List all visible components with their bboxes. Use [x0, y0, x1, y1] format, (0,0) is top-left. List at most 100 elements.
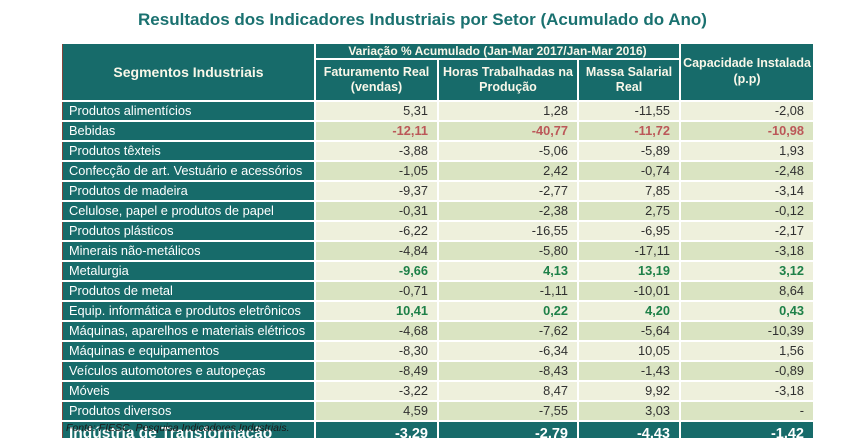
value-cell: 9,92 [579, 382, 679, 400]
segment-label: Veículos automotores e autopeças [62, 362, 314, 380]
table-header: Segmentos Industriais Variação % Acumula… [62, 44, 813, 100]
value-cell: 10,05 [579, 342, 679, 360]
value-cell: -3,22 [316, 382, 437, 400]
table-body: Produtos alimentícios 5,31 1,28 -11,55 -2,08… [62, 102, 813, 420]
value-cell: -7,62 [439, 322, 577, 340]
value-cell: -9,66 [316, 262, 437, 280]
value-cell: -12,11 [316, 122, 437, 140]
segment-label: Bebidas [62, 122, 314, 140]
value-cell: -5,89 [579, 142, 679, 160]
value-cell: -4,68 [316, 322, 437, 340]
table-row: Minerais não-metálicos -4,84 -5,80 -17,11 -3… [62, 242, 813, 260]
value-cell: -6,95 [579, 222, 679, 240]
value-cell: -5,64 [579, 322, 679, 340]
value-cell: -16,55 [439, 222, 577, 240]
value-cell: -9,37 [316, 182, 437, 200]
value-cell: -2,48 [681, 162, 813, 180]
value-cell: - [681, 402, 813, 420]
value-cell: -6,34 [439, 342, 577, 360]
table-row: Veículos automotores e autopeças -8,49 -8,… [62, 362, 813, 380]
value-cell: -0,74 [579, 162, 679, 180]
segment-label: Produtos têxteis [62, 142, 314, 160]
total-row: Indústria de Transformação -3,29 -2,79 -… [62, 422, 813, 438]
value-cell: -5,06 [439, 142, 577, 160]
value-cell: -3,18 [681, 382, 813, 400]
value-cell: 4,13 [439, 262, 577, 280]
value-cell: 0,22 [439, 302, 577, 320]
value-cell: -3,18 [681, 242, 813, 260]
value-cell: -8,30 [316, 342, 437, 360]
value-cell: 4,20 [579, 302, 679, 320]
page-title: Resultados dos Indicadores Industriais p… [138, 10, 707, 29]
value-cell: -2,08 [681, 102, 813, 120]
value-cell: -2,17 [681, 222, 813, 240]
segment-label: Produtos plásticos [62, 222, 314, 240]
value-cell: -8,43 [439, 362, 577, 380]
value-cell: -1,11 [439, 282, 577, 300]
total-value-faturamento: -3,29 [316, 422, 437, 438]
segment-label: Confecção de art. Vestuário e acessórios [62, 162, 314, 180]
table-row: Produtos alimentícios 5,31 1,28 -11,55 -2,08 [62, 102, 813, 120]
value-cell: -2,38 [439, 202, 577, 220]
segment-label: Produtos de madeira [62, 182, 314, 200]
value-cell: 1,56 [681, 342, 813, 360]
value-cell: -4,84 [316, 242, 437, 260]
value-cell: -0,89 [681, 362, 813, 380]
segment-label: Celulose, papel e produtos de papel [62, 202, 314, 220]
col-header-horas: Horas Trabalhadas na Produção [439, 60, 577, 100]
value-cell: 1,28 [439, 102, 577, 120]
segment-label: Produtos diversos [62, 402, 314, 420]
value-cell: 8,64 [681, 282, 813, 300]
table-row: Móveis -3,22 8,47 9,92 -3,18 [62, 382, 813, 400]
value-cell: -7,55 [439, 402, 577, 420]
value-cell: 3,03 [579, 402, 679, 420]
source-note: Fonte: FIESC. Pesquisa Indicadores Indus… [66, 422, 290, 434]
value-cell: 10,41 [316, 302, 437, 320]
total-value-massa: -4,43 [579, 422, 679, 438]
value-cell: -0,12 [681, 202, 813, 220]
value-cell: 13,19 [579, 262, 679, 280]
value-cell: -0,71 [316, 282, 437, 300]
value-cell: -11,72 [579, 122, 679, 140]
value-cell: -3,14 [681, 182, 813, 200]
table-row: Equip. informática e produtos eletrônico… [62, 302, 813, 320]
segment-label: Máquinas e equipamentos [62, 342, 314, 360]
value-cell: -5,80 [439, 242, 577, 260]
table-row: Metalurgia -9,66 4,13 13,19 3,12 [62, 262, 813, 280]
table-row: Confecção de art. Vestuário e acessórios… [62, 162, 813, 180]
col-header-faturamento: Faturamento Real (vendas) [316, 60, 437, 100]
table-row: Máquinas, aparelhos e materiais elétrico… [62, 322, 813, 340]
value-cell: 2,42 [439, 162, 577, 180]
value-cell: -10,01 [579, 282, 679, 300]
table-footer: Indústria de Transformação -3,29 -2,79 -… [62, 422, 813, 438]
value-cell: -3,88 [316, 142, 437, 160]
total-row-label: Indústria de Transformação [62, 422, 314, 438]
value-cell: -1,05 [316, 162, 437, 180]
value-cell: 2,75 [579, 202, 679, 220]
total-value-horas: -2,79 [439, 422, 577, 438]
col-header-capacidade: Capacidade Instalada (p.p) [681, 44, 813, 100]
total-value-capacidade: -1,42 [681, 422, 813, 438]
table-row: Celulose, papel e produtos de papel -0,31… [62, 202, 813, 220]
col-header-segments: Segmentos Industriais [62, 44, 314, 100]
segment-label: Minerais não-metálicos [62, 242, 314, 260]
value-cell: -40,77 [439, 122, 577, 140]
segment-label: Produtos de metal [62, 282, 314, 300]
segment-label: Produtos alimentícios [62, 102, 314, 120]
value-cell: 7,85 [579, 182, 679, 200]
header-row-group: Segmentos Industriais Variação % Acumula… [62, 44, 813, 100]
value-cell: -17,11 [579, 242, 679, 260]
col-group-header-variacao: Variação % Acumulado (Jan-Mar 2017/Jan-M… [316, 44, 679, 58]
table-row: Produtos diversos 4,59 -7,55 3,03- [62, 402, 813, 420]
table-row: Bebidas -12,11 -40,77 -11,72 -10,98 [62, 122, 813, 140]
table-row: Máquinas e equipamentos -8,30 -6,34 10,05 1,… [62, 342, 813, 360]
value-cell: 5,31 [316, 102, 437, 120]
segment-label: Metalurgia [62, 262, 314, 280]
value-cell: 8,47 [439, 382, 577, 400]
industrial-indicators-table: Segmentos Industriais Variação % Acumula… [60, 42, 815, 438]
value-cell: 3,12 [681, 262, 813, 280]
value-cell: -10,98 [681, 122, 813, 140]
table-row: Produtos têxteis -3,88 -5,06 -5,89 1,93 [62, 142, 813, 160]
segment-label: Máquinas, aparelhos e materiais elétrico… [62, 322, 314, 340]
